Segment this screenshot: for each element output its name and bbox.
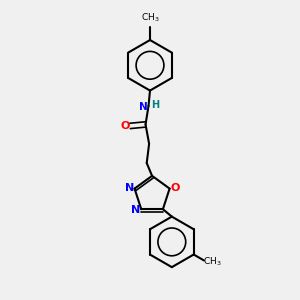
Text: N: N	[124, 183, 134, 193]
Text: N: N	[139, 103, 148, 112]
Text: O: O	[170, 183, 180, 193]
Text: CH$_3$: CH$_3$	[141, 11, 159, 24]
Text: N: N	[131, 205, 140, 215]
Text: H: H	[151, 100, 159, 110]
Text: CH$_3$: CH$_3$	[203, 256, 222, 268]
Text: O: O	[121, 121, 130, 131]
